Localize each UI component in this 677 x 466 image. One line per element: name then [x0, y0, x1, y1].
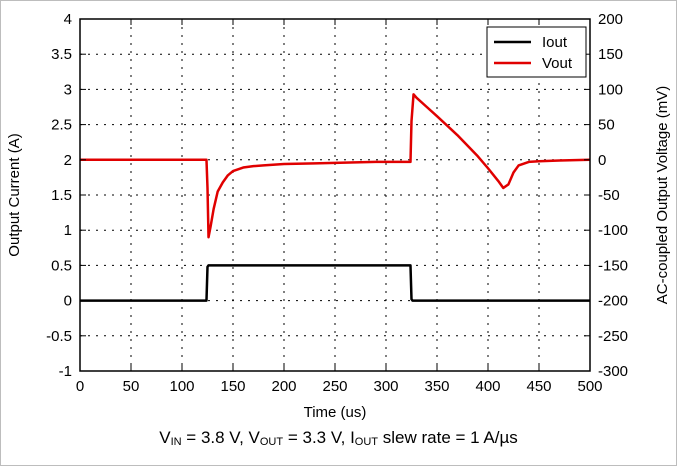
caption-vin: V [159, 428, 171, 447]
caption-iout-sub: OUT [354, 436, 379, 448]
y-left-tick-label-1: 1 [64, 222, 72, 239]
y-left-tick-label--0.5: -0.5 [46, 328, 72, 345]
legend-box [486, 26, 587, 78]
legend: Iout Vout [486, 26, 587, 78]
caption-vout-sub: OUT [259, 436, 284, 448]
y-left-tick-label-2.5: 2.5 [51, 117, 72, 134]
y-right-tick-label--200: -200 [598, 293, 628, 310]
y-left-tick-label-0: 0 [64, 293, 72, 310]
series-group [80, 93, 591, 302]
x-tick-label-100: 100 [169, 378, 194, 395]
caption-vin-value: = 3.8 V, V [181, 428, 260, 447]
y-left-tick-label-4: 4 [64, 11, 72, 28]
x-tick-label-500: 500 [577, 378, 602, 395]
y-left-tick-label-3.5: 3.5 [51, 46, 72, 63]
y-right-tick-labels: -300 -250 -200 -150 -100 -50 0 50 100 150 200 [598, 11, 628, 380]
y-right-axis-label: AC-coupled Output Voltage (mV) [654, 86, 671, 304]
y-left-tick-label-3: 3 [64, 81, 72, 98]
y-right-tick-label--150: -150 [598, 257, 628, 274]
caption-vin-sub: IN [170, 436, 182, 448]
chart-caption: VIN = 3.8 V, VOUT = 3.3 V, IOUT slew rat… [0, 428, 677, 448]
y-right-tick-label-0: 0 [598, 152, 606, 169]
y-right-tick-label-50: 50 [598, 117, 615, 134]
x-tick-labels: 0 50 100 150 200 250 300 350 400 450 500 [76, 378, 603, 395]
chart: 0 50 100 150 200 250 300 350 400 450 500 -1-0.500.… [6, 11, 671, 421]
x-tick-label-250: 250 [322, 378, 347, 395]
series-line-vout [80, 93, 591, 239]
y-right-tick-label-200: 200 [598, 11, 623, 28]
x-axis-label: Time (us) [304, 404, 367, 421]
y-right-tick-label--300: -300 [598, 363, 628, 380]
legend-label-iout: Iout [542, 34, 568, 51]
y-left-tick-label-0.5: 0.5 [51, 257, 72, 274]
y-right-tick-label--50: -50 [598, 187, 620, 204]
y-right-tick-label--100: -100 [598, 222, 628, 239]
series-line-iout [80, 264, 590, 302]
x-tick-label-150: 150 [220, 378, 245, 395]
x-tick-label-50: 50 [123, 378, 140, 395]
y-right-tick-label-150: 150 [598, 46, 623, 63]
x-tick-label-400: 400 [475, 378, 500, 395]
caption-iout-value: slew rate = 1 A/µs [378, 428, 518, 447]
y-right-tick-label--250: -250 [598, 328, 628, 345]
y-left-tick-label-1.5: 1.5 [51, 187, 72, 204]
x-tick-label-0: 0 [76, 378, 84, 395]
x-tick-label-350: 350 [424, 378, 449, 395]
x-tick-label-300: 300 [373, 378, 398, 395]
caption-vout-value: = 3.3 V, I [283, 428, 355, 447]
x-tick-label-450: 450 [526, 378, 551, 395]
ticks [79, 18, 591, 372]
y-left-axis-label: Output Current (A) [6, 133, 23, 256]
x-tick-label-200: 200 [271, 378, 296, 395]
y-left-tick-labels: -1 -0.5 0 0.5 1 1.5 2 2.5 3 3.5 4 [46, 11, 72, 380]
y-left-tick-label-2: 2 [64, 152, 72, 169]
legend-label-vout: Vout [542, 55, 573, 72]
y-left-tick-label--1: -1 [59, 363, 72, 380]
y-right-tick-label-100: 100 [598, 81, 623, 98]
